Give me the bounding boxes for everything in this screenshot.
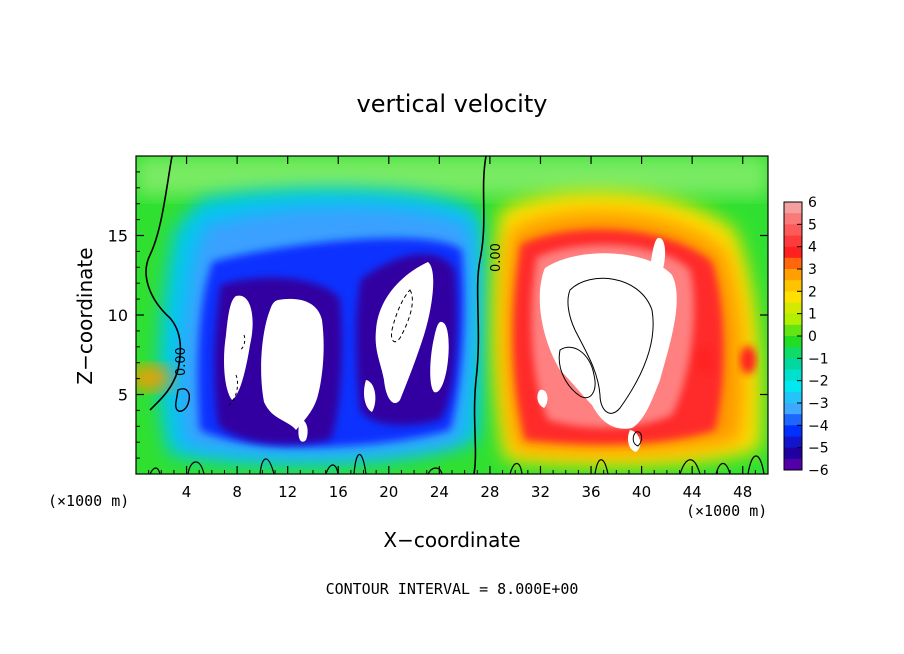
x-tick-label: 40 [632, 483, 651, 501]
y-axis-ticks: 5 10 15 [108, 171, 768, 459]
colorbar-blend [784, 414, 802, 426]
x-tick-label: 20 [379, 483, 398, 501]
x-tick-label: 4 [182, 483, 192, 501]
contour-lines [145, 156, 765, 474]
colorbar-label: 6 [808, 195, 817, 211]
downdraft-core-4 [430, 321, 449, 393]
x-unit-label-right: (×1000 m) [686, 502, 767, 520]
contour-label-middle: 0.00 [489, 243, 504, 272]
colorbar-label: −5 [808, 441, 829, 457]
contour-label-left: 0.00 [174, 347, 189, 376]
colorbar-label: −3 [808, 396, 829, 412]
x-tick-label: 36 [581, 483, 600, 501]
colorbar-label: −6 [808, 463, 829, 479]
colorbar-blend [784, 458, 802, 471]
updraft-region [136, 191, 762, 466]
downdraft-core-3 [375, 262, 434, 404]
colorbar-label: −4 [808, 418, 829, 434]
x-tick-label: 8 [232, 483, 242, 501]
plot-area: 0.00 0.00 [136, 156, 768, 474]
colorbar-blend [784, 347, 802, 359]
colorbar-label: −2 [808, 374, 829, 390]
x-tick-label: 44 [683, 483, 702, 501]
downdraft-core-1 [224, 295, 253, 400]
colorbar-blend [784, 257, 802, 270]
x-tick-label: 48 [733, 483, 752, 501]
downdraft-region [158, 188, 486, 465]
updraft-core [539, 253, 677, 429]
x-axis-label: X−coordinate [383, 528, 520, 552]
colorbar-label: 2 [808, 284, 817, 300]
colorbar-blend [784, 235, 802, 248]
upper-layer-shade [136, 156, 768, 196]
colorbar-label: 1 [808, 307, 817, 323]
x-tick-label: 32 [531, 483, 550, 501]
colorbar-blend [784, 324, 802, 337]
y-axis-label: Z−coordinate [73, 247, 97, 384]
y-tick-label: 15 [108, 227, 128, 246]
x-axis-ticks: 4 8 12 16 20 24 28 32 36 40 44 48 [148, 156, 756, 501]
colorbar: 6 5 4 3 2 1 0 −1 −2 −3 −4 −5 −6 [783, 195, 829, 479]
x-tick-label: 12 [278, 483, 297, 501]
downdraft-core-2 [261, 298, 324, 430]
colorbar-blend [784, 369, 802, 382]
colorbar-blend [784, 391, 802, 404]
colorbar-label: 4 [808, 240, 817, 256]
colorbar-label: 3 [808, 262, 817, 278]
colorbar-blend [784, 302, 802, 315]
x-tick-label: 24 [430, 483, 449, 501]
colorbar-blend [784, 436, 802, 449]
contour-interval-note: CONTOUR INTERVAL = 8.000E+00 [326, 580, 579, 598]
colorbar-blend [784, 280, 802, 292]
chart-title: vertical velocity [357, 90, 548, 118]
x-unit-label-left: (×1000 m) [48, 492, 129, 510]
x-tick-label: 28 [480, 483, 499, 501]
x-tick-label: 16 [329, 483, 348, 501]
colorbar-label: −1 [808, 351, 829, 367]
colorbar-label: 0 [808, 329, 817, 345]
colorbar-blend [784, 213, 802, 225]
colorbar-label: 5 [808, 217, 817, 233]
y-tick-label: 5 [118, 386, 128, 405]
y-tick-label: 10 [108, 306, 128, 325]
